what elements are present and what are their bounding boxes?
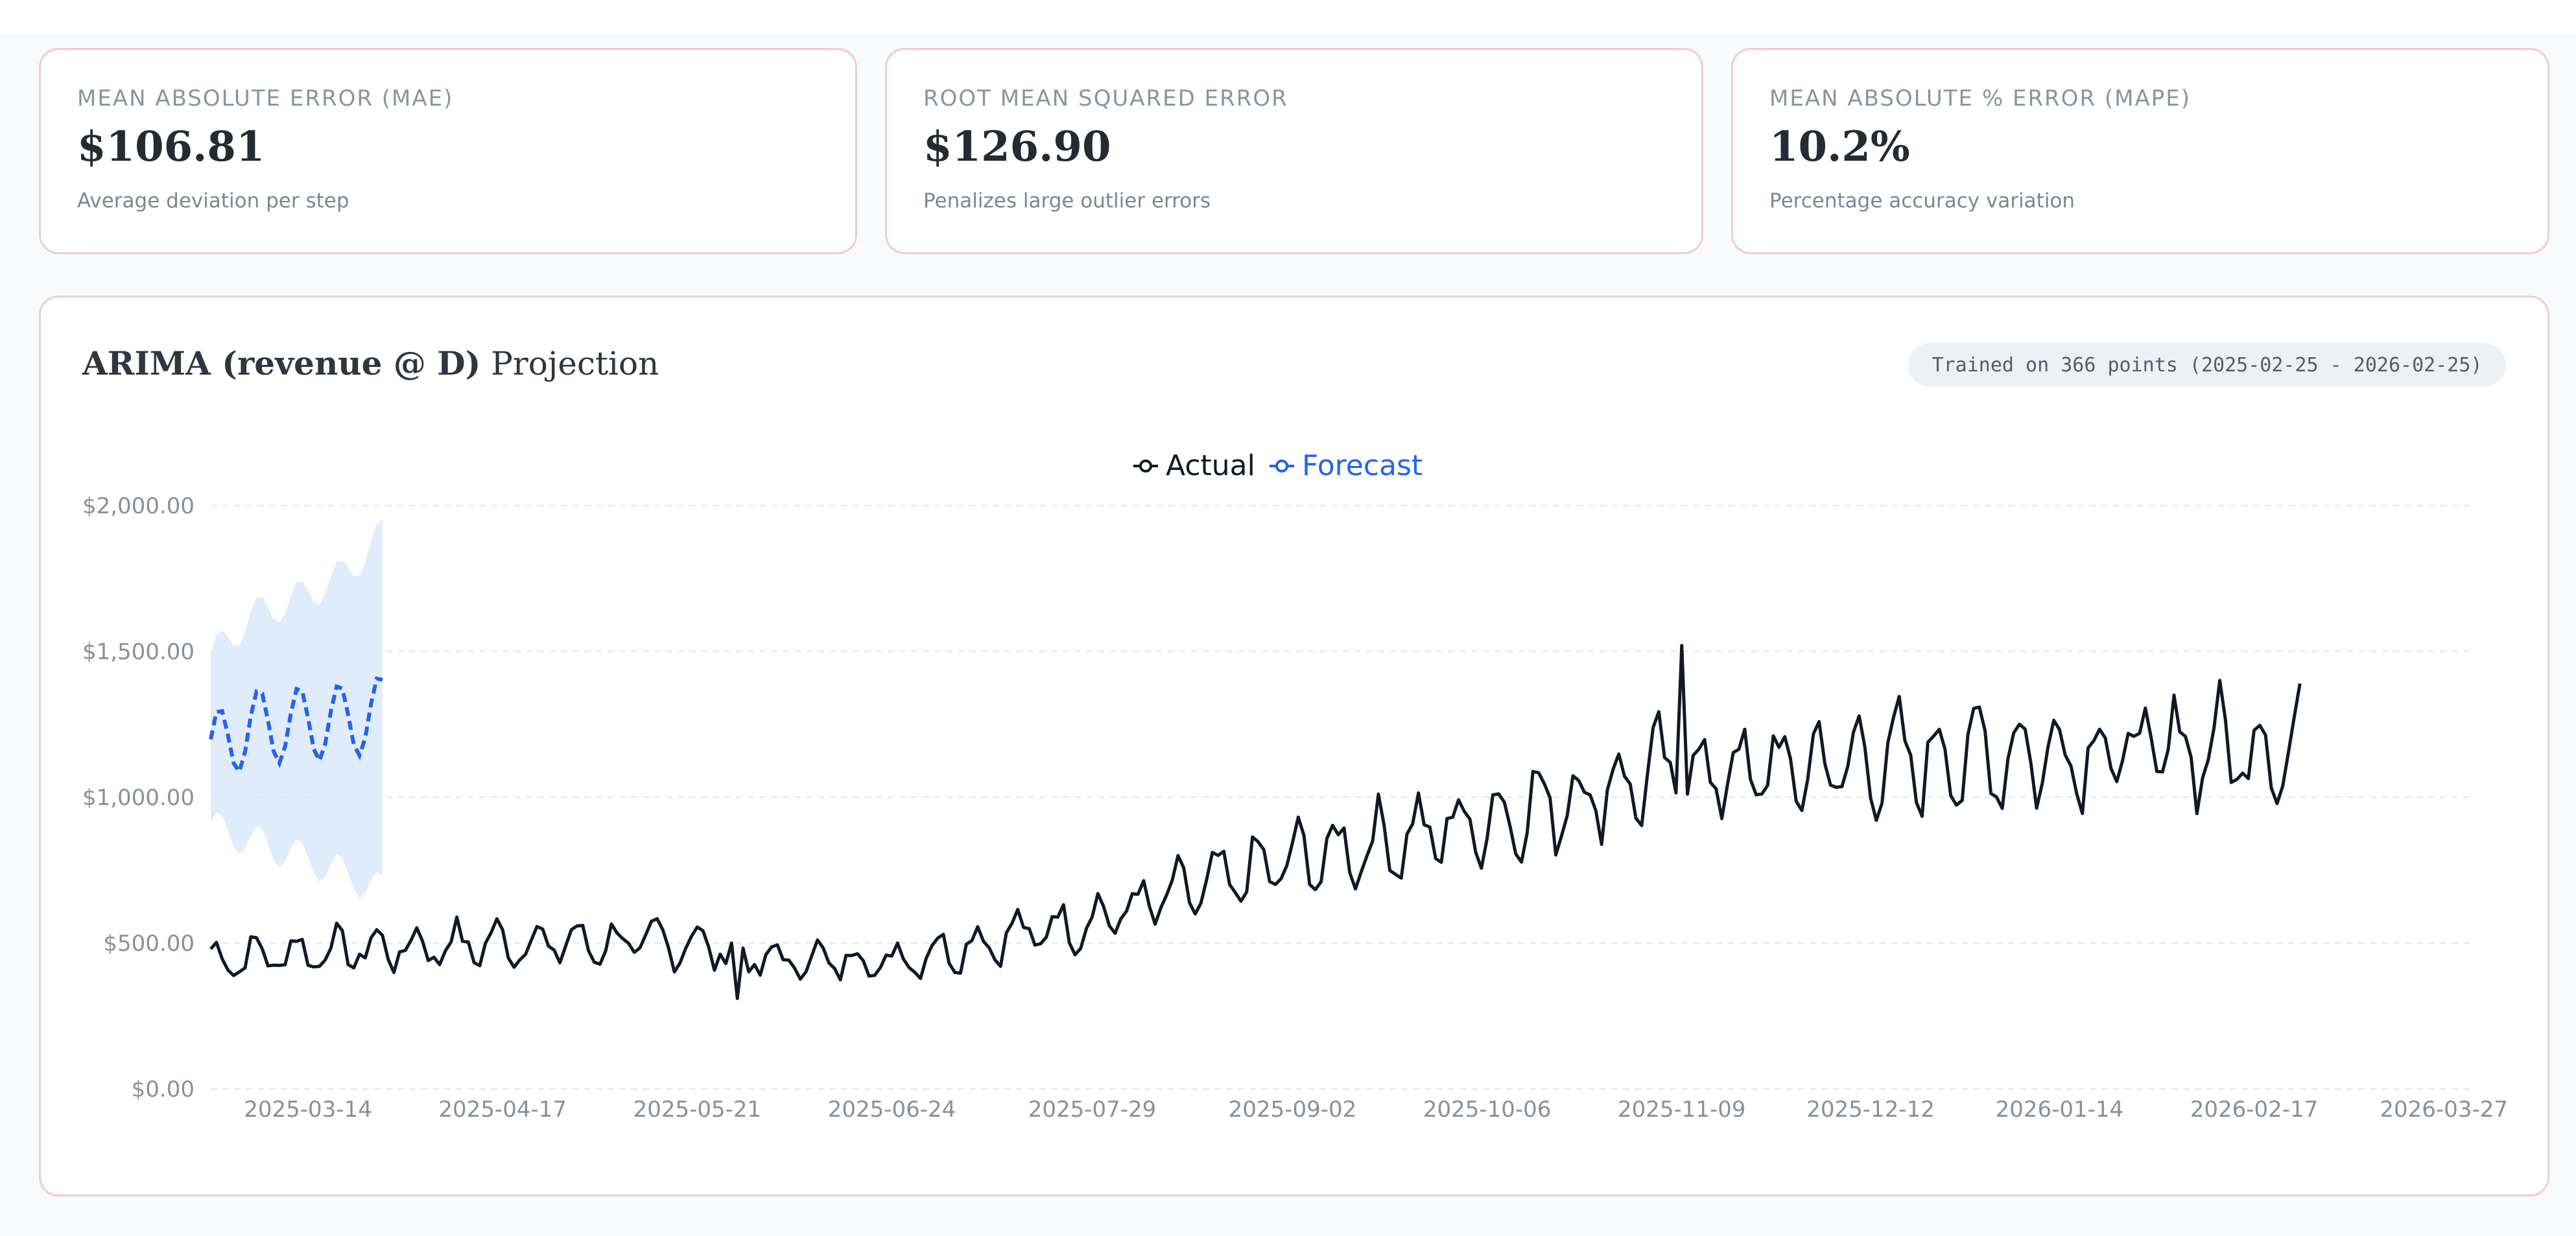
metric-card-mae: MEAN ABSOLUTE ERROR (MAE) $106.81 Averag… <box>39 48 857 254</box>
chart-title-model: ARIMA (revenue @ D) <box>82 344 481 382</box>
metric-caption: Average deviation per step <box>77 189 349 213</box>
metric-value: 10.2% <box>1769 122 1910 171</box>
top-strip <box>0 0 2576 34</box>
metric-value: $106.81 <box>77 122 265 171</box>
metric-value: $126.90 <box>923 122 1111 171</box>
chart-card: ARIMA (revenue @ D) Projection Trained o… <box>39 296 2549 1196</box>
chart-title-suffix: Projection <box>480 345 659 382</box>
metric-caption: Percentage accuracy variation <box>1769 189 2075 213</box>
metric-card-rmse: ROOT MEAN SQUARED ERROR $126.90 Penalize… <box>885 48 1703 254</box>
metric-label: ROOT MEAN SQUARED ERROR <box>923 86 1288 111</box>
metric-label: MEAN ABSOLUTE ERROR (MAE) <box>77 86 454 111</box>
metric-card-mape: MEAN ABSOLUTE % ERROR (MAPE) 10.2% Perce… <box>1731 48 2549 254</box>
training-info-badge: Trained on 366 points (2025-02-25 - 2026… <box>1908 343 2506 387</box>
metric-label: MEAN ABSOLUTE % ERROR (MAPE) <box>1769 86 2191 111</box>
chart-title: ARIMA (revenue @ D) Projection <box>82 344 659 382</box>
metric-caption: Penalizes large outlier errors <box>923 189 1211 213</box>
